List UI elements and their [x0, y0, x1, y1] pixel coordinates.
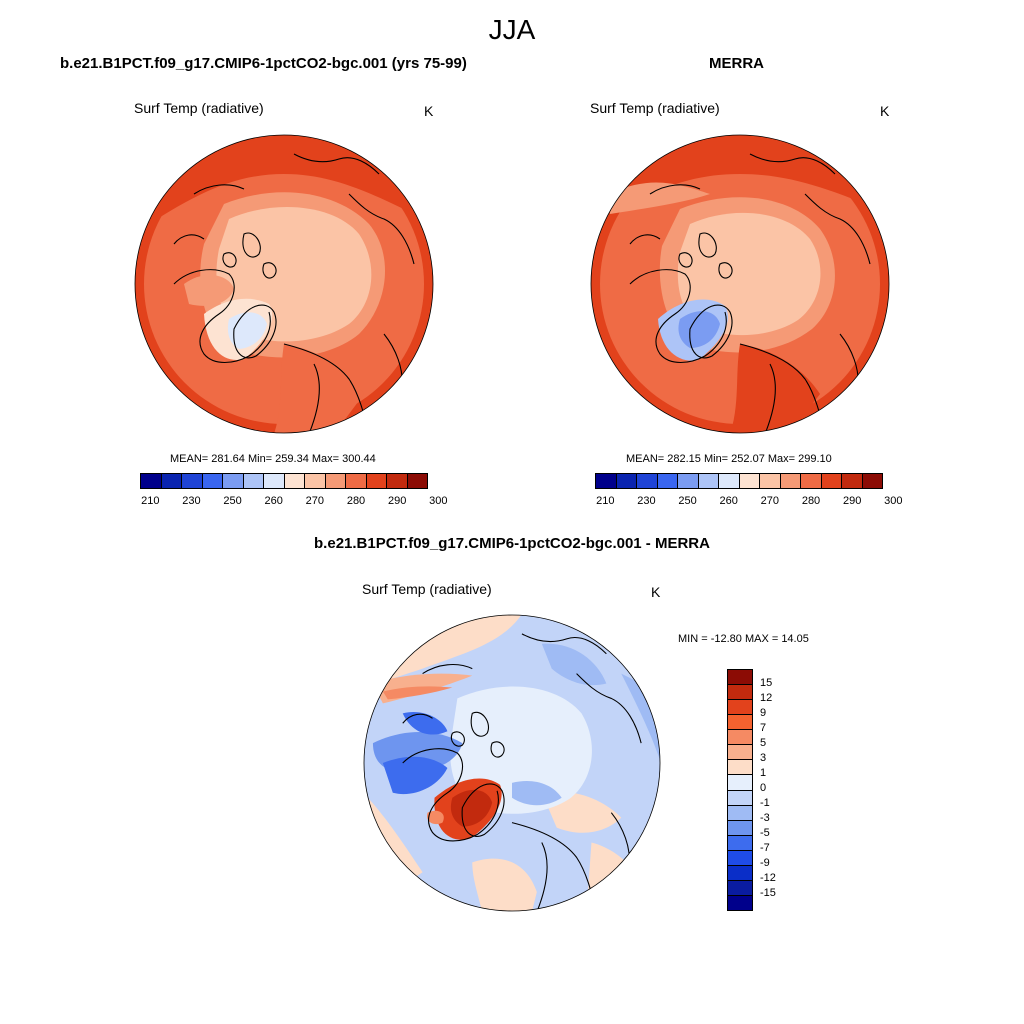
left-colorbar-tick-label: 300	[429, 495, 448, 507]
left-colorbar: 210 230 250 260 270 280 290 300	[140, 473, 447, 511]
right-colorbar-tick-label: 300	[884, 495, 903, 507]
left-panel-title: b.e21.B1PCT.f09_g17.CMIP6-1pctCO2-bgc.00…	[60, 55, 467, 72]
diff-colorbar-tick-label: 7	[760, 722, 767, 734]
diff-colorbar-tick-label: -5	[760, 827, 770, 839]
right-colorbar-swatch	[616, 474, 637, 488]
diff-colorbar-swatch	[728, 880, 752, 896]
diff-colorbar-swatch	[728, 820, 752, 836]
diff-polar-map	[363, 614, 661, 912]
right-colorbar-swatch	[862, 474, 882, 488]
diff-colorbar-tick-label: 9	[760, 707, 767, 719]
left-colorbar-tick-label: 210	[141, 495, 160, 507]
diff-colorbar-swatch	[728, 865, 752, 881]
right-colorbar-swatch	[657, 474, 678, 488]
left-colorbar-tick-label: 280	[346, 495, 366, 507]
diff-panel-title: b.e21.B1PCT.f09_g17.CMIP6-1pctCO2-bgc.00…	[314, 535, 710, 552]
diff-colorbar-tick-label: -1	[760, 797, 770, 809]
diff-colorbar-tick-label: -9	[760, 857, 770, 869]
diff-colorbar-swatch	[728, 895, 752, 910]
diff-colorbar-tick-label: 1	[760, 767, 767, 779]
right-colorbar-tick-label: 250	[678, 495, 697, 507]
figure-title: JJA	[488, 14, 536, 45]
right-colorbar-tick-label: 270	[760, 495, 780, 507]
right-polar-map	[590, 134, 890, 434]
left-colorbar-swatch	[243, 474, 264, 488]
left-variable-label: Surf Temp (radiative)	[134, 100, 264, 116]
diff-variable-label: Surf Temp (radiative)	[362, 581, 492, 597]
right-colorbar-swatch	[719, 474, 740, 488]
right-colorbar-tick-label: 230	[637, 495, 656, 507]
right-colorbar-swatch	[780, 474, 801, 488]
diff-colorbar-swatch	[728, 685, 752, 701]
diff-colorbar-tick-label: 3	[760, 752, 767, 764]
right-colorbar: 210 230 250 260 270 280 290 300	[595, 473, 902, 511]
right-colorbar-swatch	[678, 474, 699, 488]
diff-colorbar-swatch	[728, 775, 752, 791]
diff-colorbar-swatch	[728, 730, 752, 746]
left-colorbar-swatch	[325, 474, 346, 488]
diff-colorbar	[727, 669, 753, 911]
left-colorbar-swatch	[141, 474, 162, 488]
diff-colorbar-swatch	[728, 850, 752, 866]
right-variable-label: Surf Temp (radiative)	[590, 100, 720, 116]
right-panel-title: MERRA	[709, 55, 764, 72]
left-colorbar-tick-label: 260	[264, 495, 283, 507]
diff-colorbar-tick-label: 12	[760, 692, 773, 704]
left-colorbar-swatch	[264, 474, 285, 488]
left-colorbar-swatch	[387, 474, 408, 488]
left-colorbar-swatch	[182, 474, 203, 488]
diff-colorbar-swatch	[728, 835, 752, 851]
diff-colorbar-tick-label: -3	[760, 812, 770, 824]
diff-colorbar-swatch	[728, 700, 752, 716]
left-colorbar-swatch	[161, 474, 182, 488]
left-colorbar-tick-label: 250	[223, 495, 242, 507]
right-colorbar-swatch	[801, 474, 822, 488]
diff-colorbar-tick-label: 5	[760, 737, 767, 749]
diff-colorbar-tick-label: -7	[760, 842, 770, 854]
right-colorbar-swatch	[698, 474, 719, 488]
right-stats: MEAN= 282.15 Min= 252.07 Max= 299.10	[626, 453, 832, 465]
diff-colorbar-tick-label: 0	[760, 782, 767, 794]
right-colorbar-swatch	[842, 474, 863, 488]
right-colorbar-tick-label: 260	[719, 495, 738, 507]
right-colorbar-swatch	[637, 474, 658, 488]
left-colorbar-swatch	[346, 474, 367, 488]
left-stats: MEAN= 281.64 Min= 259.34 Max= 300.44	[170, 453, 376, 465]
diff-colorbar-swatch	[728, 745, 752, 761]
right-colorbar-tick-label: 210	[596, 495, 615, 507]
left-colorbar-swatch	[407, 474, 427, 488]
right-colorbar-swatch	[596, 474, 617, 488]
diff-colorbar-swatch	[728, 790, 752, 806]
diff-stats: MIN = -12.80 MAX = 14.05	[678, 633, 809, 645]
left-colorbar-swatch	[366, 474, 387, 488]
right-colorbar-swatch	[739, 474, 760, 488]
diff-colorbar-ticks: 15 12 9 7 5 3 1 0 -1 -3 -5 -7 -9 -12 -15	[760, 669, 820, 909]
left-colorbar-tick-label: 270	[305, 495, 325, 507]
left-colorbar-swatch	[284, 474, 305, 488]
diff-colorbar-swatch	[728, 670, 752, 686]
right-colorbar-swatch	[821, 474, 842, 488]
left-colorbar-swatch	[305, 474, 326, 488]
right-colorbar-swatch	[760, 474, 781, 488]
diff-colorbar-swatch	[728, 715, 752, 731]
left-colorbar-swatch	[202, 474, 223, 488]
left-units-label: K	[424, 103, 434, 119]
diff-colorbar-tick-label: -15	[760, 887, 776, 899]
diff-units-label: K	[651, 584, 661, 600]
diff-colorbar-tick-label: -12	[760, 872, 776, 884]
diff-colorbar-swatch	[728, 760, 752, 776]
diff-colorbar-tick-label: 15	[760, 677, 773, 689]
left-polar-map	[134, 134, 434, 434]
left-colorbar-tick-label: 230	[182, 495, 201, 507]
left-colorbar-swatch	[223, 474, 244, 488]
right-units-label: K	[880, 103, 890, 119]
right-colorbar-tick-label: 290	[842, 495, 862, 507]
diff-colorbar-swatch	[728, 805, 752, 821]
right-colorbar-tick-label: 280	[801, 495, 821, 507]
left-colorbar-tick-label: 290	[387, 495, 407, 507]
